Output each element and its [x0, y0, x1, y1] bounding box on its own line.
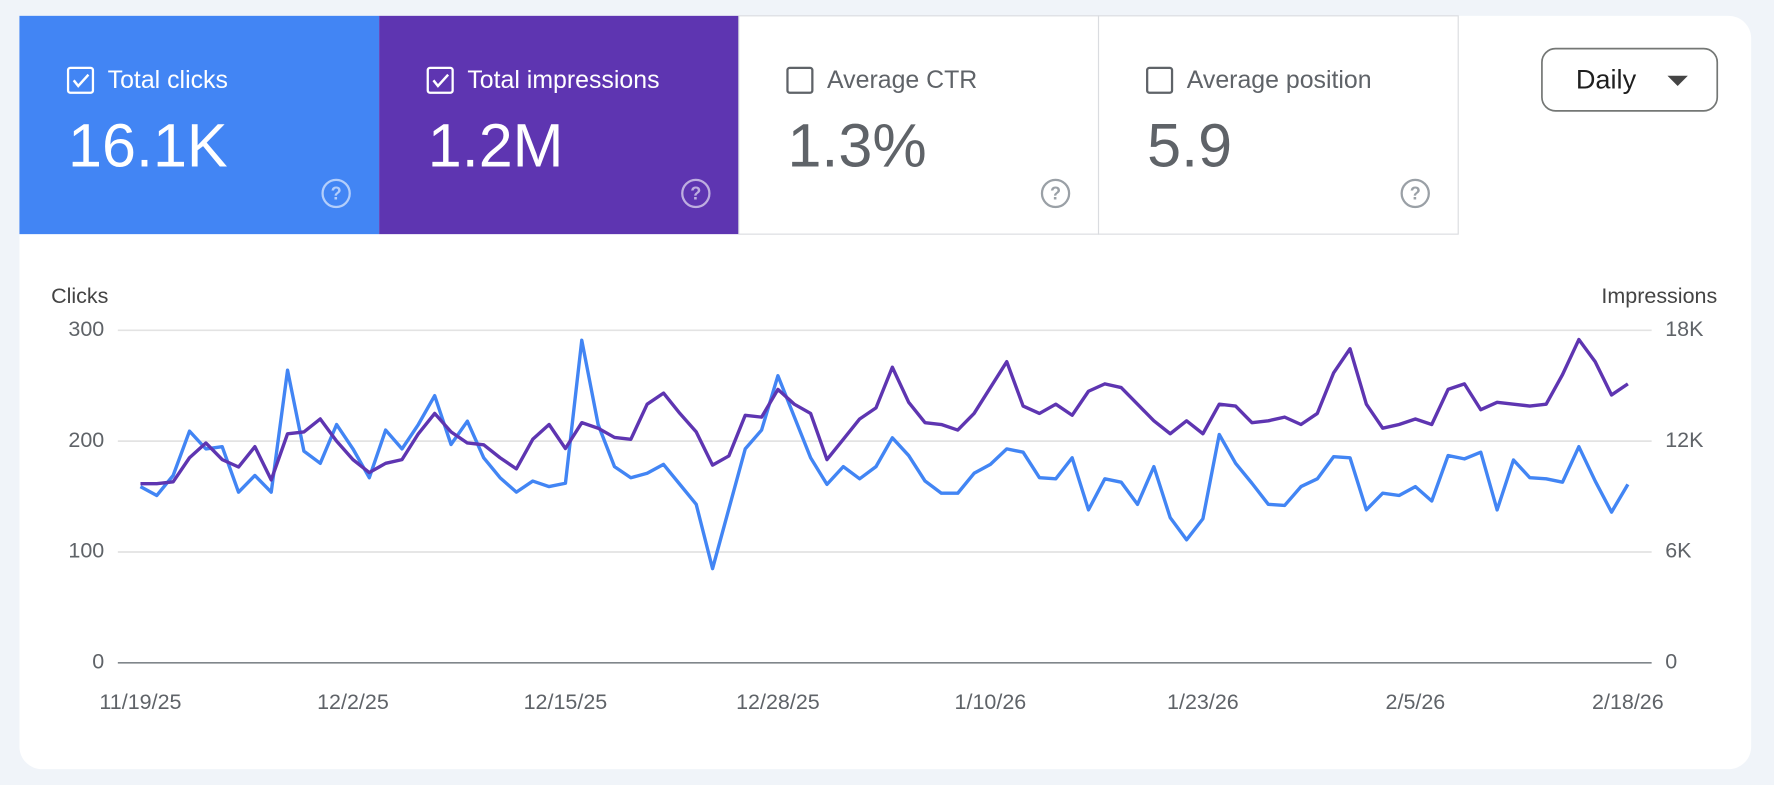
checkbox[interactable] — [426, 66, 454, 94]
dropdown-arrow — [1667, 75, 1688, 86]
help-icon[interactable] — [321, 178, 351, 209]
x-tick-label: 2/18/26 — [1592, 690, 1664, 714]
help-icon-glyph: ? — [1410, 183, 1421, 203]
metric-value: 5.9 — [1147, 112, 1232, 180]
x-tick-label: 11/19/25 — [99, 690, 181, 714]
y-tick-label: 100 — [68, 539, 104, 563]
metric-card[interactable] — [379, 15, 739, 235]
y2-tick-label: 0 — [1665, 650, 1677, 674]
period-dropdown[interactable]: Daily — [1541, 47, 1719, 112]
x-tick-label: 1/23/26 — [1167, 690, 1239, 714]
help-icon-glyph: ? — [331, 183, 342, 203]
y-tick-label: 200 — [68, 428, 104, 452]
help-icon-glyph: ? — [1050, 183, 1061, 203]
metric-label: Average position — [1187, 66, 1372, 94]
metric-card[interactable] — [1097, 15, 1459, 235]
metric-card[interactable] — [738, 15, 1100, 235]
y2-tick-label: 6K — [1665, 539, 1692, 563]
series-line — [139, 338, 1630, 571]
dropdown-box[interactable] — [1541, 47, 1719, 112]
help-icon[interactable] — [1400, 178, 1430, 209]
checkbox[interactable] — [66, 66, 95, 94]
x-tick-label: 12/2/25 — [317, 690, 389, 714]
metric-value: 16.1K — [68, 112, 228, 180]
metric-value: 1.3% — [787, 112, 926, 180]
x-tick-label: 1/10/26 — [955, 690, 1027, 714]
x-tick-label: 12/15/25 — [524, 690, 608, 714]
checkmark — [432, 73, 450, 88]
checkmark — [72, 73, 90, 88]
help-icon[interactable] — [1040, 178, 1071, 209]
series-line — [140, 337, 1629, 486]
metric-label: Total clicks — [108, 66, 228, 94]
y-tick-label: 0 — [92, 650, 104, 674]
y2-tick-label: 18K — [1665, 317, 1704, 341]
help-icon[interactable] — [681, 178, 711, 209]
x-tick-label: 2/5/26 — [1386, 690, 1446, 714]
y2-tick-label: 12K — [1665, 428, 1704, 452]
metric-value: 1.2M — [428, 112, 564, 180]
y-axis-title: Clicks — [51, 284, 108, 308]
x-tick-label: 12/28/25 — [736, 690, 820, 714]
y2-axis-title: Impressions — [1601, 284, 1717, 308]
metric-label: Total impressions — [467, 66, 659, 94]
help-icon-glyph: ? — [690, 183, 701, 203]
metric-label: Average CTR — [827, 66, 977, 94]
y-tick-label: 300 — [68, 317, 104, 341]
checkbox[interactable] — [1146, 66, 1174, 94]
metric-card[interactable] — [19, 15, 380, 235]
dropdown-label[interactable]: Daily — [1576, 64, 1637, 95]
checkbox[interactable] — [786, 66, 814, 94]
